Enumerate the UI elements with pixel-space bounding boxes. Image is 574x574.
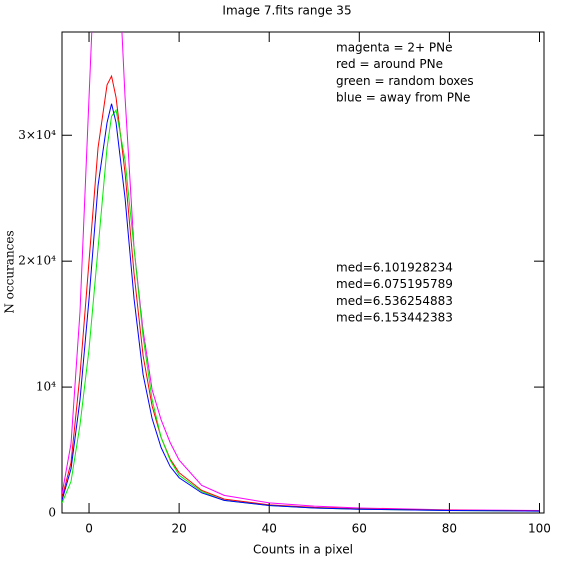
annotation: green = random boxes bbox=[336, 74, 474, 88]
annotation: magenta = 2+ PNe bbox=[336, 41, 453, 55]
series-line bbox=[62, 103, 540, 512]
y-tick-label: 2×10⁴ bbox=[18, 254, 56, 268]
x-tick-label: 0 bbox=[85, 522, 93, 536]
y-tick-label: 0 bbox=[48, 506, 56, 520]
series-line bbox=[62, 32, 540, 511]
annotation: med=6.101928234 bbox=[336, 261, 453, 275]
x-axis-label: Counts in a pixel bbox=[253, 543, 353, 557]
y-tick-label: 3×10⁴ bbox=[18, 128, 56, 142]
annotation: med=6.153442383 bbox=[336, 311, 453, 325]
x-tick-label: 60 bbox=[352, 522, 367, 536]
chart-title: Image 7.fits range 35 bbox=[222, 4, 351, 18]
x-tick-label: 20 bbox=[171, 522, 186, 536]
series-line bbox=[62, 74, 540, 512]
x-tick-label: 100 bbox=[528, 522, 551, 536]
y-axis-label: N occurances bbox=[3, 230, 17, 313]
annotation: blue = away from PNe bbox=[336, 91, 470, 105]
annotation: med=6.536254883 bbox=[336, 294, 453, 308]
plot-frame bbox=[61, 31, 545, 514]
plot-area bbox=[62, 32, 540, 512]
series-line bbox=[62, 108, 540, 512]
annotation: red = around PNe bbox=[336, 57, 443, 71]
y-tick-label: 10⁴ bbox=[36, 380, 56, 394]
x-tick-label: 80 bbox=[442, 522, 457, 536]
annotation: med=6.075195789 bbox=[336, 277, 453, 291]
x-tick-label: 40 bbox=[262, 522, 277, 536]
